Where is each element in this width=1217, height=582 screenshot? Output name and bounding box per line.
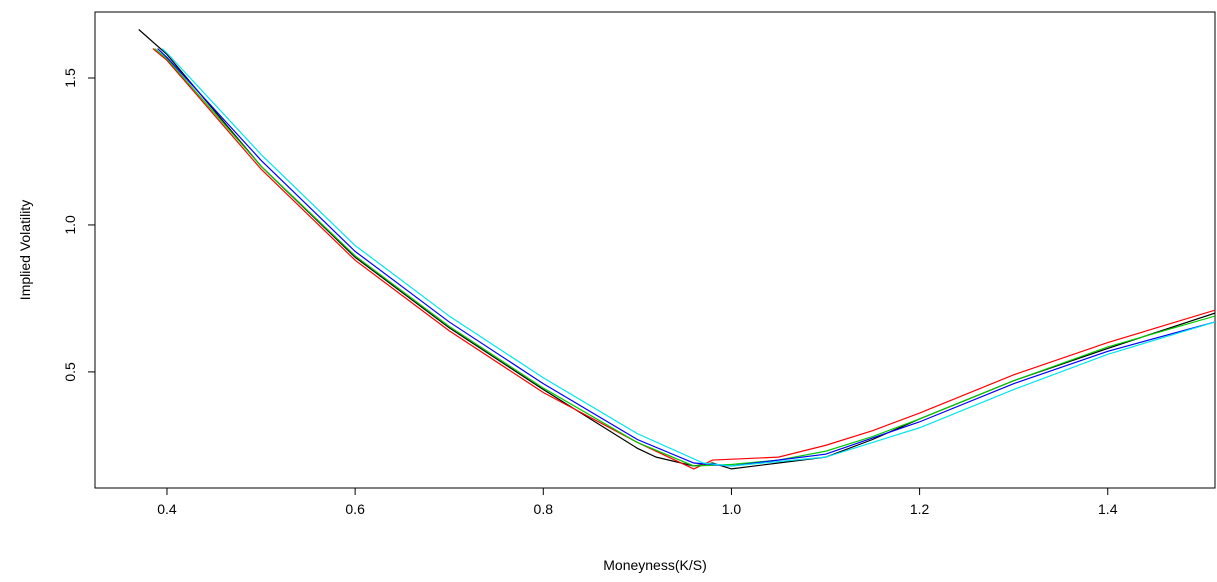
x-tick-label: 0.8 xyxy=(534,501,554,517)
x-axis-label: Moneyness(K/S) xyxy=(603,557,706,573)
x-tick-label: 0.6 xyxy=(345,501,365,517)
series-line xyxy=(154,48,1215,467)
x-tick-label: 1.0 xyxy=(722,501,742,517)
series-line xyxy=(138,29,1215,470)
plot-area xyxy=(138,29,1215,470)
y-axis-label: Implied Volatility xyxy=(17,200,33,300)
x-tick-label: 1.2 xyxy=(910,501,930,517)
y-tick-label: 0.5 xyxy=(62,362,78,382)
y-tick-label: 1.0 xyxy=(62,215,78,235)
series-line xyxy=(152,48,1215,470)
plot-frame xyxy=(94,11,1216,489)
series-line xyxy=(161,48,1215,467)
x-tick-label: 1.4 xyxy=(1098,501,1118,517)
x-tick-label: 0.4 xyxy=(157,501,177,517)
series-line xyxy=(157,48,1215,467)
y-tick-label: 1.5 xyxy=(62,68,78,88)
